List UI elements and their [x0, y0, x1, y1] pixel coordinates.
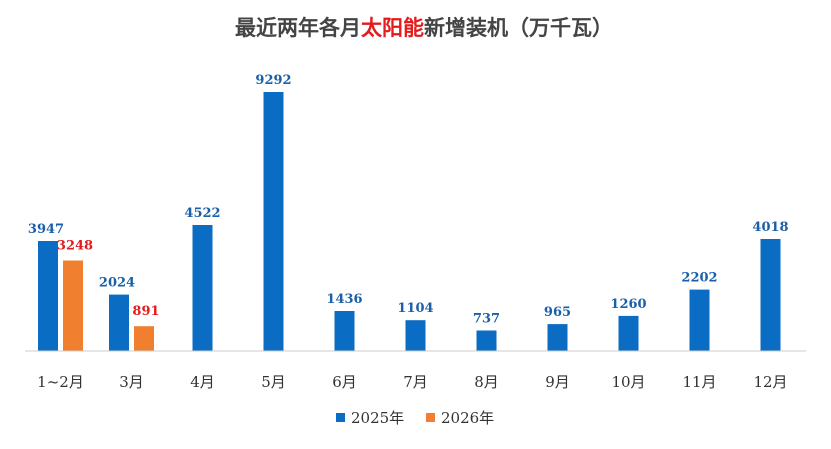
legend-swatch-2025	[336, 413, 345, 422]
bar-2025-10	[689, 289, 710, 351]
value-label-2025-3: 4522	[184, 206, 220, 221]
chart-title: 最近两年各月太阳能新增装机（万千瓦）	[235, 16, 613, 40]
bar-2025-11	[760, 239, 781, 351]
bar-2025-7	[476, 330, 497, 351]
category-labels-group: 1~2月 3月 4月 5月 6月 7月 8月 9月 10月 11月 12月	[37, 373, 787, 391]
category-label-11: 12月	[753, 373, 787, 391]
chart-title-suffix: 新增装机（万千瓦）	[424, 16, 613, 40]
value-label-2026-1: 3248	[57, 239, 93, 254]
value-label-2025-8: 965	[544, 305, 571, 320]
bar-2025-2	[109, 294, 129, 351]
category-label-5: 6月	[332, 373, 357, 391]
value-labels-group: 3947 3248 2024 891 4522 9292 1436 1104 737 965 126…	[28, 73, 789, 327]
value-label-2025-1: 3947	[28, 222, 64, 237]
legend: 2025年 2026年	[336, 409, 494, 427]
category-label-1: 1~2月	[37, 373, 84, 391]
bar-2025-9	[618, 315, 639, 351]
value-label-2025-2: 2024	[99, 276, 135, 291]
bar-2025-5	[334, 311, 355, 351]
category-label-7: 8月	[474, 373, 499, 391]
category-label-10: 11月	[682, 373, 716, 391]
bar-2026-1	[63, 260, 83, 351]
bars-group	[38, 92, 781, 351]
value-label-2025-6: 1104	[397, 301, 433, 316]
bar-2025-3	[192, 225, 213, 351]
category-label-9: 10月	[611, 373, 645, 391]
chart-title-highlight: 太阳能	[361, 16, 424, 40]
legend-label-2025: 2025年	[351, 409, 404, 427]
bar-2026-2	[134, 326, 154, 351]
value-label-2026-2: 891	[132, 304, 159, 319]
bar-2025-1	[38, 241, 58, 351]
chart-title-prefix: 最近两年各月	[235, 16, 361, 40]
category-label-2: 3月	[119, 373, 144, 391]
legend-label-2026: 2026年	[441, 409, 494, 427]
category-label-6: 7月	[403, 373, 428, 391]
value-label-2025-10: 2202	[681, 271, 717, 286]
bar-2025-6	[405, 320, 426, 351]
value-label-2025-5: 1436	[326, 292, 362, 307]
category-label-8: 9月	[545, 373, 570, 391]
value-label-2025-4: 9292	[255, 73, 291, 88]
value-label-2025-9: 1260	[610, 297, 646, 312]
category-label-4: 5月	[261, 373, 286, 391]
bar-2025-4	[263, 92, 284, 351]
category-label-3: 4月	[190, 373, 215, 391]
value-label-2025-11: 4018	[752, 220, 788, 235]
bar-2025-8	[547, 324, 568, 351]
legend-swatch-2026	[426, 413, 435, 422]
value-label-2025-7: 737	[473, 312, 500, 327]
